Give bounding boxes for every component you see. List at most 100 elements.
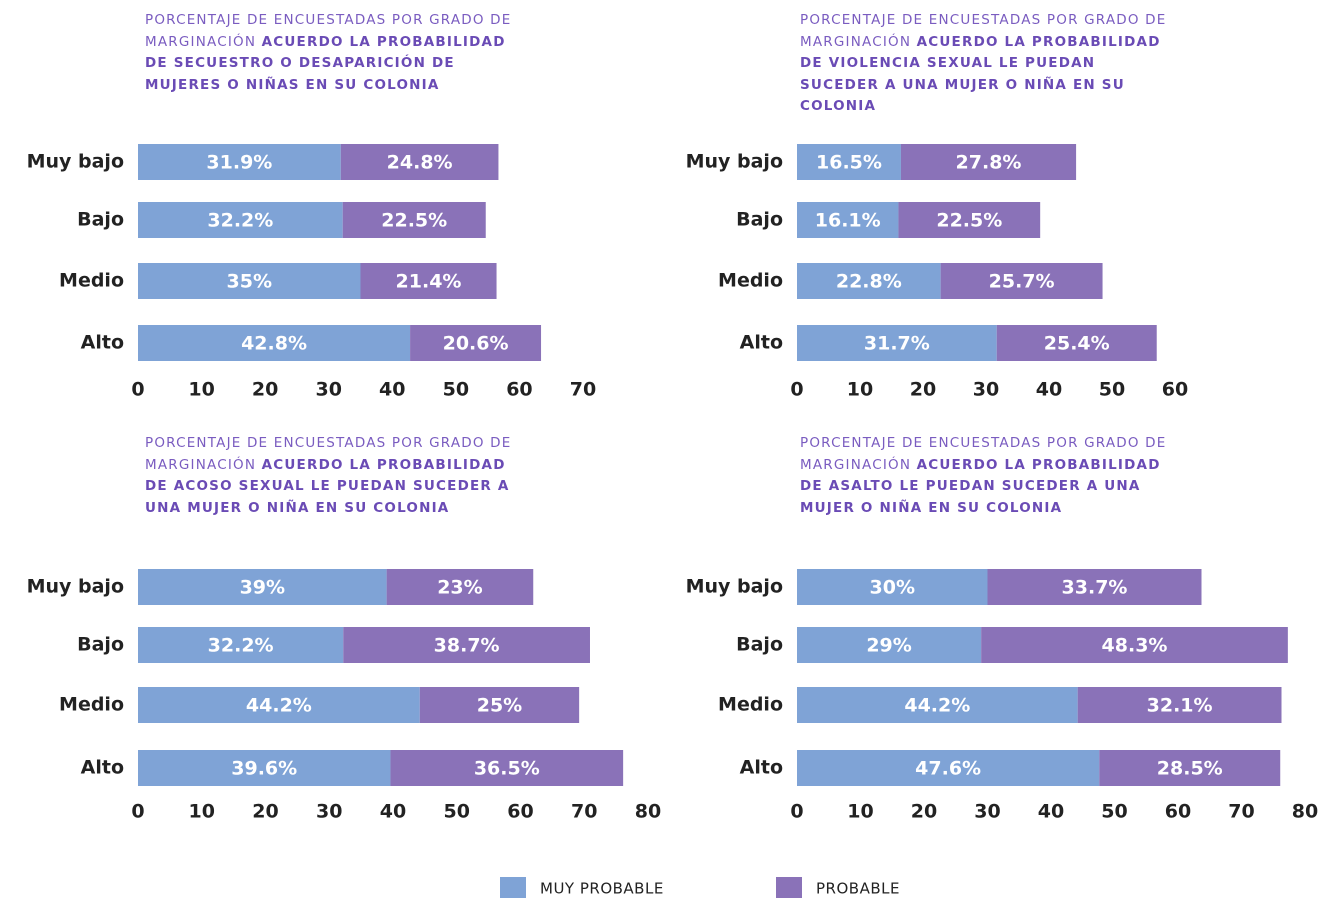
x-tick-label: 50 [444,801,470,823]
value-label: 24.8% [387,152,453,174]
value-label: 16.5% [816,152,882,174]
value-label: 22.5% [381,210,447,232]
x-tick-label: 60 [1165,801,1191,823]
x-tick-label: 20 [252,801,278,823]
bar-segment [900,144,1077,180]
value-label: 39% [240,577,285,599]
x-tick-label: 30 [974,801,1000,823]
bar-segment [797,325,997,361]
category-label: Muy bajo [686,151,783,173]
category-label: Bajo [736,209,783,231]
chart-title: PORCENTAJE DE ENCUESTADAS POR GRADO DE M… [800,10,1180,118]
x-tick-label: 20 [911,801,937,823]
subtitle-text: ACUERDO LA PROBABILIDAD DE SECUESTRO O D… [145,33,506,93]
x-tick-label: 80 [1292,801,1318,823]
x-tick-label: 20 [252,379,278,401]
bar-segment [1077,687,1282,723]
x-tick-label: 0 [131,801,144,823]
x-tick-label: 10 [847,801,873,823]
bar-segment [138,325,411,361]
x-tick-label: 40 [380,801,406,823]
x-tick-label: 70 [571,801,597,823]
bar-segment [138,144,341,180]
value-label: 25.4% [1044,333,1110,355]
title-text: PORCENTAJE DE ENCUESTADAS POR GRADO DE M… [800,12,1167,50]
bar-segment [138,687,420,723]
x-tick-label: 30 [315,379,341,401]
value-label: 33.7% [1062,577,1128,599]
legend-swatch [776,877,802,898]
bar-segment [1099,750,1281,786]
chart-title: PORCENTAJE DE ENCUESTADAS POR GRADO DE M… [800,433,1180,519]
x-tick-label: 50 [1101,801,1127,823]
legend-label: PROBABLE [816,880,900,898]
chart-title: PORCENTAJE DE ENCUESTADAS POR GRADO DE M… [145,433,525,519]
x-tick-label: 40 [1038,801,1064,823]
legend-label: MUY PROBABLE [540,880,664,898]
x-tick-label: 50 [1099,379,1125,401]
value-label: 47.6% [915,758,981,780]
x-tick-label: 40 [1036,379,1062,401]
chart-title: PORCENTAJE DE ENCUESTADAS POR GRADO DE M… [145,10,525,96]
x-tick-label: 70 [1228,801,1254,823]
category-label: Muy bajo [27,151,124,173]
bar-segment [360,263,497,299]
x-tick-label: 50 [443,379,469,401]
x-tick-label: 20 [910,379,936,401]
value-label: 21.4% [396,271,462,293]
value-label: 31.7% [864,333,930,355]
category-label: Bajo [77,634,124,656]
bar-segment [419,687,580,723]
bar-segment [797,202,899,238]
bar-segment [410,325,542,361]
value-label: 25% [477,695,522,717]
value-label: 38.7% [434,635,500,657]
bar-segment [940,263,1103,299]
value-label: 22.5% [936,210,1002,232]
bar-segment [797,263,941,299]
bar-segment [138,750,391,786]
title-text: PORCENTAJE DE ENCUESTADAS POR GRADO DE M… [145,435,512,473]
x-tick-label: 10 [188,379,214,401]
value-label: 32.1% [1147,695,1213,717]
category-label: Muy bajo [27,576,124,598]
value-label: 31.9% [206,152,272,174]
value-label: 39.6% [231,758,297,780]
bar-segment [987,569,1202,605]
subtitle-text: ACUERDO LA PROBABILIDAD DE VIOLENCIA SEX… [800,33,1161,115]
bar-segment [342,202,486,238]
bar-segment [138,202,343,238]
x-tick-label: 60 [1162,379,1188,401]
value-label: 35% [227,271,272,293]
value-label: 42.8% [241,333,307,355]
value-label: 20.6% [443,333,509,355]
value-label: 22.8% [836,271,902,293]
bar-segment [138,569,387,605]
category-label: Medio [59,270,124,292]
category-label: Medio [718,694,783,716]
bar-segment [138,627,344,663]
value-label: 27.8% [956,152,1022,174]
x-tick-label: 80 [635,801,661,823]
bar-segment [797,750,1100,786]
value-label: 36.5% [474,758,540,780]
category-label: Alto [81,332,124,354]
x-tick-label: 30 [316,801,342,823]
x-tick-label: 30 [973,379,999,401]
value-label: 44.2% [904,695,970,717]
value-label: 30% [870,577,915,599]
category-label: Alto [81,757,124,779]
x-tick-label: 0 [790,801,803,823]
x-tick-label: 60 [507,801,533,823]
x-tick-label: 40 [379,379,405,401]
subtitle-text: ACUERDO LA PROBABILIDAD DE ACOSO SEXUAL … [145,456,510,516]
category-label: Bajo [77,209,124,231]
bar-segment [340,144,499,180]
bar-segment [996,325,1157,361]
value-label: 32.2% [208,635,274,657]
value-label: 32.2% [207,210,273,232]
value-label: 44.2% [246,695,312,717]
bar-segment [343,627,590,663]
